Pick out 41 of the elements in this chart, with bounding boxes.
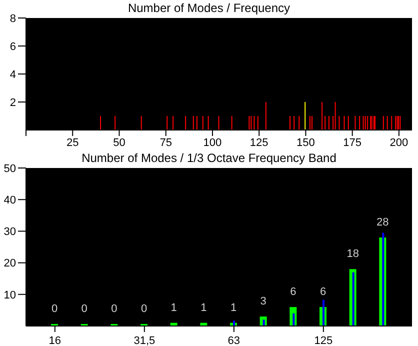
chart-title: Number of Modes / Frequency xyxy=(128,1,290,15)
x-tick-label: 75 xyxy=(160,136,172,149)
y-tick-label: 4 xyxy=(10,68,16,81)
y-tick-label: 10 xyxy=(4,289,16,302)
y-tick-label: 50 xyxy=(4,162,16,175)
data-label: 6 xyxy=(290,286,296,298)
y-tick-label: 30 xyxy=(4,226,16,238)
bar xyxy=(233,320,235,326)
bar xyxy=(292,313,295,326)
data-label: 0 xyxy=(81,303,88,315)
x-tick-label: 175 xyxy=(343,136,362,149)
bar xyxy=(262,320,265,326)
x-tick-label: 125 xyxy=(250,136,268,149)
data-label: 1 xyxy=(170,302,177,314)
bar xyxy=(382,232,384,326)
y-tick-label: 8 xyxy=(10,12,16,25)
x-tick-label: 150 xyxy=(296,136,315,149)
x-tick-label: 50 xyxy=(113,136,126,149)
x-tick-label: 200 xyxy=(390,136,408,149)
x-tick-label: 16 xyxy=(48,335,62,346)
y-tick-label: 40 xyxy=(4,194,16,207)
x-tick-label: 125 xyxy=(314,335,333,346)
y-tick-label: 2 xyxy=(10,96,16,109)
data-label: 0 xyxy=(140,303,148,315)
bar xyxy=(322,300,324,326)
data-label: 28 xyxy=(376,216,389,229)
data-label: 1 xyxy=(200,302,207,314)
data-label: 0 xyxy=(51,303,58,315)
x-tick-label: 31,5 xyxy=(134,335,156,346)
x-tick-label: 100 xyxy=(203,136,222,149)
data-label: 3 xyxy=(260,296,266,308)
chart-title: Number of Modes / 1/3 Octave Frequency Band xyxy=(82,151,336,165)
data-label: 1 xyxy=(230,302,237,314)
y-tick-label: 20 xyxy=(4,258,16,270)
data-label: 18 xyxy=(346,248,359,260)
data-label: 0 xyxy=(111,303,118,315)
x-tick-label: 63 xyxy=(228,335,240,346)
bar xyxy=(352,272,354,326)
x-tick-label: 25 xyxy=(66,136,79,149)
y-tick-label: 6 xyxy=(10,40,16,53)
data-label: 6 xyxy=(320,286,326,298)
